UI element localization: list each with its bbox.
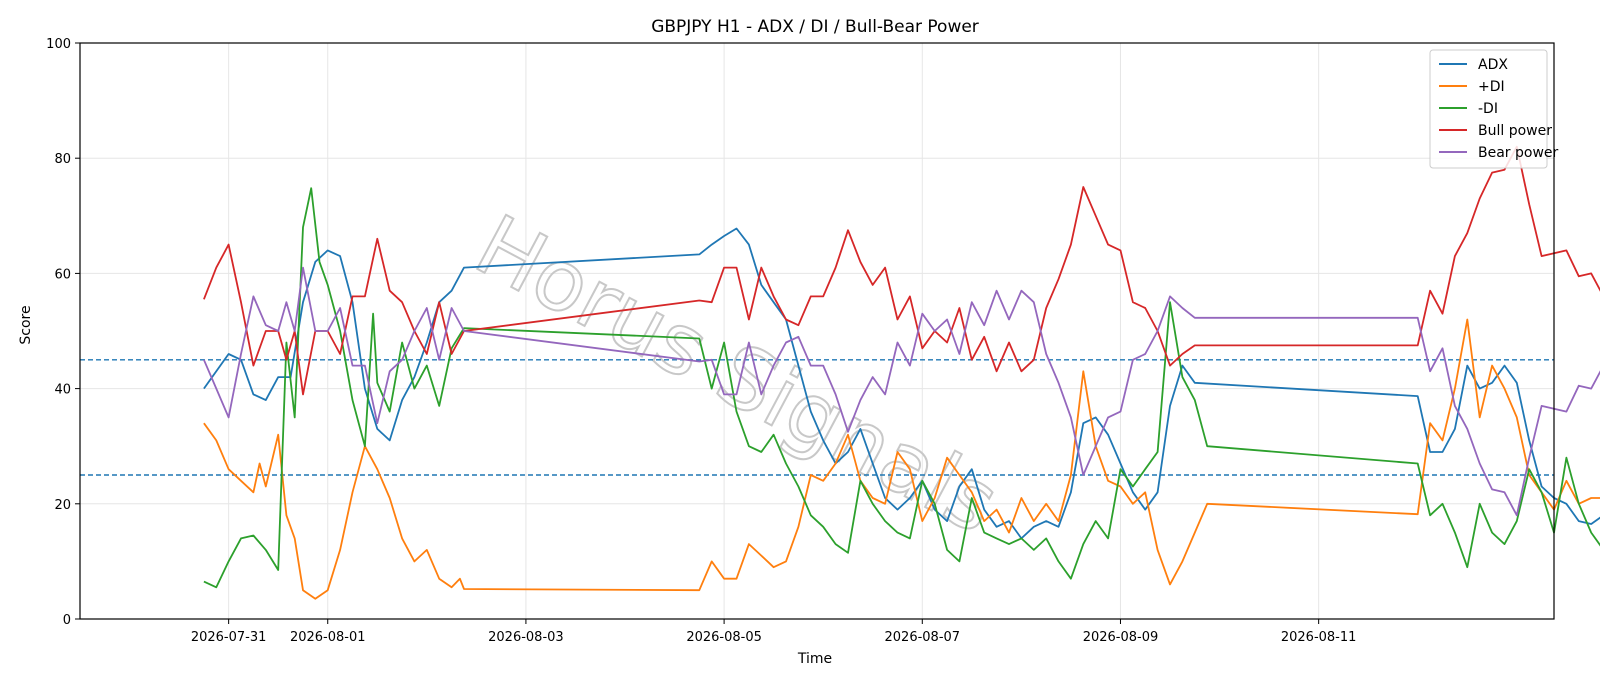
x-tick-label: 2026-08-01 <box>290 630 366 645</box>
y-tick-label: 100 <box>46 37 71 52</box>
x-tick-label: 2026-08-07 <box>885 630 961 645</box>
legend-label: -DI <box>1478 101 1498 117</box>
series-lines <box>203 145 1600 600</box>
legend-label: ADX <box>1478 57 1508 73</box>
legend-box <box>1429 49 1548 169</box>
series-line-bull-power <box>203 145 1600 396</box>
y-tick-label: 40 <box>54 383 71 398</box>
y-tick-label: 60 <box>54 267 71 282</box>
x-tick-label: 2026-08-11 <box>1281 630 1357 645</box>
series-line-bear-power <box>203 266 1600 517</box>
legend-label: Bull power <box>1478 123 1552 139</box>
axis-ticks: 0 20 40 60 80 100 2026-07-31 2026-08-01 2026-08-… <box>46 37 1356 645</box>
y-axis-title: Score <box>18 305 34 344</box>
legend-label: Bear power <box>1478 145 1559 161</box>
x-tick-label: 2026-07-31 <box>191 630 267 645</box>
x-tick-label: 2026-08-03 <box>488 630 564 645</box>
y-tick-label: 20 <box>54 498 71 513</box>
series-line-di <box>203 187 1600 589</box>
y-tick-label: 0 <box>63 613 71 628</box>
legend-label: +DI <box>1478 79 1505 95</box>
x-tick-label: 2026-08-09 <box>1083 630 1159 645</box>
x-tick-label: 2026-08-05 <box>686 630 762 645</box>
legend: ADX +DI -DI Bull power Bear power <box>1429 49 1559 169</box>
x-axis-title: Time <box>797 651 832 667</box>
chart-title: GBPJPY H1 - ADX / DI / Bull-Bear Power <box>651 17 979 37</box>
plot-frame <box>79 42 1555 620</box>
series-line-di <box>203 318 1600 600</box>
reference-lines <box>80 359 1554 476</box>
y-tick-label: 80 <box>54 152 71 167</box>
